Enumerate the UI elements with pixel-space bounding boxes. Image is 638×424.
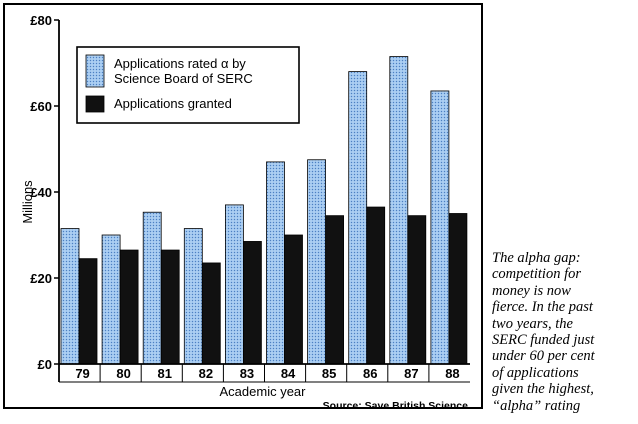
bar-granted-85 <box>325 215 345 365</box>
y-tick-label: £80 <box>30 13 52 28</box>
x-axis-title: Academic year <box>220 384 307 399</box>
y-axis-title: Millions <box>20 180 35 224</box>
bar-granted-84 <box>284 234 303 365</box>
bar-rated-alpha-81 <box>142 211 162 365</box>
bar-granted-81 <box>160 249 180 365</box>
x-tick-label: 84 <box>281 366 296 381</box>
y-tick-label: £60 <box>30 99 52 114</box>
caption-line: money is now <box>492 282 571 299</box>
x-tick-label: 87 <box>404 366 418 381</box>
bar-rated-alpha-82 <box>183 228 203 365</box>
bar-granted-80 <box>119 249 139 365</box>
x-tick-label: 83 <box>240 366 254 381</box>
caption-line: given the highest, <box>492 381 594 398</box>
chart-border <box>3 3 483 409</box>
bar-granted-88 <box>448 213 468 365</box>
bar-rated-alpha-86 <box>348 71 368 365</box>
x-tick-label: 82 <box>199 366 213 381</box>
caption-line: two years, the <box>492 315 573 332</box>
bar-granted-86 <box>366 206 386 365</box>
bar-granted-83 <box>242 241 262 365</box>
x-tick-label: 86 <box>363 366 377 381</box>
legend-label-granted: Applications granted <box>114 96 232 111</box>
caption-line: The alpha gap: <box>492 250 581 266</box>
caption-line: of applications <box>492 364 579 381</box>
legend-swatch-rated-alpha <box>85 54 105 88</box>
bar-rated-alpha-85 <box>307 159 327 365</box>
figure-caption: The alpha gap: competition for money is no… <box>492 250 636 414</box>
caption-line: fierce. In the past <box>492 299 593 316</box>
x-tick-label: 85 <box>322 366 336 381</box>
caption-line: SERC funded just <box>492 332 595 349</box>
bar-rated-alpha-87 <box>389 56 409 365</box>
y-tick-label: £40 <box>30 185 52 200</box>
chart-source: Source: Save British Science <box>323 400 468 412</box>
chart-canvas: £0 £20 £40 £60 £80 79 80 81 82 83 84 85 86 87 88 Millio… <box>3 3 483 412</box>
bar-rated-alpha-88 <box>430 90 450 365</box>
y-tick-label: £20 <box>30 271 52 286</box>
bar-rated-alpha-80 <box>101 234 121 365</box>
chart: £0 £20 £40 £60 £80 79 80 81 82 83 84 85 86 87 88 Millio… <box>3 3 595 414</box>
legend-label-rated-alpha: Applications rated α by <box>114 56 246 71</box>
bar-rated-alpha-79 <box>60 228 80 365</box>
caption-line: “alpha” rating <box>492 397 581 414</box>
bar-rated-alpha-84 <box>266 161 285 365</box>
legend-box <box>76 46 300 124</box>
x-tick-label: 80 <box>116 366 130 381</box>
legend-swatch-granted <box>85 95 105 113</box>
y-tick-label: £0 <box>38 357 52 372</box>
bar-granted-82 <box>201 262 221 365</box>
bar-granted-87 <box>407 215 427 365</box>
caption-line: under 60 per cent <box>492 348 595 365</box>
caption-line: competition for <box>492 266 582 283</box>
bar-rated-alpha-83 <box>224 204 244 365</box>
bar-granted-79 <box>78 258 98 365</box>
x-tick-label: 79 <box>75 366 89 381</box>
x-tick-label: 81 <box>158 366 172 381</box>
legend-label-rated-alpha: Science Board of SERC <box>114 71 253 86</box>
x-tick-label: 88 <box>445 366 459 381</box>
